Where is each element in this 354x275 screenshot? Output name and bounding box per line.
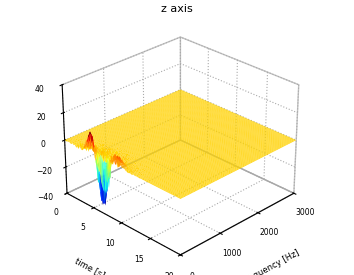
Y-axis label: time [s]: time [s] <box>74 255 107 275</box>
X-axis label: frequency [Hz]: frequency [Hz] <box>241 248 301 275</box>
Title: z axis: z axis <box>161 4 193 14</box>
